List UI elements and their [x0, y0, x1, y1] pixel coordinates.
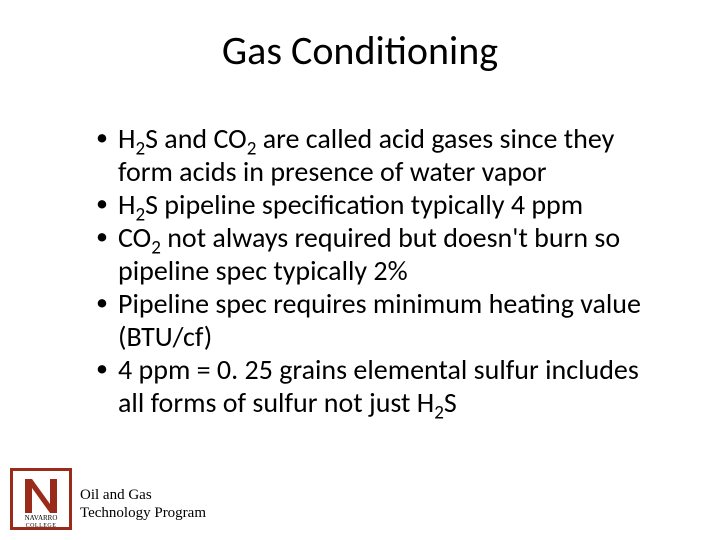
- bullet-marker: •: [96, 122, 118, 154]
- footer-line-2: Technology Program: [80, 504, 206, 522]
- bullet-item: • Pipeline spec requires minimum heating…: [96, 287, 656, 353]
- bullet-marker: •: [96, 287, 118, 319]
- bullet-marker: •: [96, 188, 118, 220]
- bullet-text: H2S pipeline specification typically 4 p…: [118, 188, 656, 221]
- bullet-item: • H2S pipeline specification typically 4…: [96, 188, 656, 221]
- bullet-list: • H2S and CO2 are called acid gases sinc…: [96, 122, 656, 419]
- logo-text-top: NAVARRO: [25, 514, 58, 522]
- footer: Oil and Gas Technology Program: [80, 486, 206, 522]
- slide: Gas Conditioning • H2S and CO2 are calle…: [0, 0, 720, 540]
- bullet-text: H2S and CO2 are called acid gases since …: [118, 122, 656, 188]
- bullet-text: 4 ppm = 0. 25 grains elemental sulfur in…: [118, 353, 656, 419]
- bullet-text: Pipeline spec requires minimum heating v…: [118, 287, 656, 353]
- navarro-logo: NAVARRO COLLEGE: [10, 468, 72, 530]
- bullet-item: • 4 ppm = 0. 25 grains elemental sulfur …: [96, 353, 656, 419]
- bullet-marker: •: [96, 353, 118, 385]
- bullet-text: CO2 not always required but doesn't burn…: [118, 221, 656, 287]
- footer-line-1: Oil and Gas: [80, 486, 206, 504]
- bullet-marker: •: [96, 221, 118, 253]
- logo-text-bottom: COLLEGE: [26, 523, 57, 529]
- bullet-item: • H2S and CO2 are called acid gases sinc…: [96, 122, 656, 188]
- bullet-item: • CO2 not always required but doesn't bu…: [96, 221, 656, 287]
- slide-title: Gas Conditioning: [0, 26, 720, 75]
